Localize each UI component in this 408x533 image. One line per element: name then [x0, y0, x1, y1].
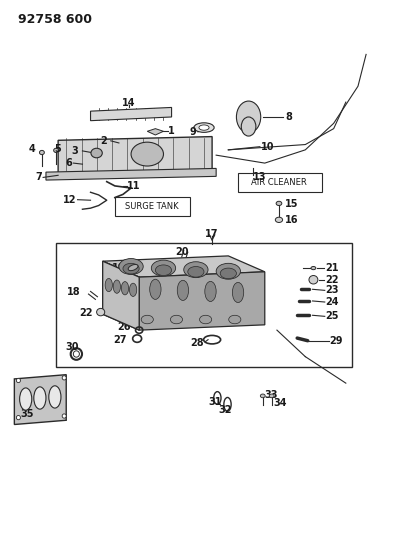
Polygon shape	[103, 261, 139, 330]
Ellipse shape	[275, 217, 283, 222]
Text: SURGE TANK: SURGE TANK	[124, 202, 178, 211]
Text: 30: 30	[66, 342, 79, 352]
Ellipse shape	[309, 276, 318, 284]
Ellipse shape	[113, 280, 120, 293]
Text: 19: 19	[111, 263, 125, 272]
Text: 4: 4	[29, 144, 36, 154]
Ellipse shape	[131, 142, 164, 166]
Polygon shape	[103, 256, 265, 277]
Circle shape	[236, 101, 261, 133]
Text: 10: 10	[261, 142, 274, 152]
Ellipse shape	[184, 262, 208, 278]
Ellipse shape	[220, 268, 236, 279]
Text: 92758 600: 92758 600	[18, 13, 92, 27]
Text: 29: 29	[330, 336, 343, 346]
Text: 12: 12	[63, 195, 76, 205]
Text: AIR CLEANER: AIR CLEANER	[251, 178, 307, 187]
Text: 6: 6	[66, 158, 72, 168]
Ellipse shape	[49, 386, 61, 408]
Text: 28: 28	[191, 338, 204, 348]
Ellipse shape	[20, 388, 32, 410]
Ellipse shape	[105, 278, 113, 292]
Text: 3: 3	[72, 146, 78, 156]
Ellipse shape	[177, 280, 188, 301]
Ellipse shape	[233, 282, 244, 303]
Text: 34: 34	[274, 398, 287, 408]
Ellipse shape	[40, 150, 44, 155]
Ellipse shape	[171, 316, 182, 324]
Text: 26: 26	[118, 322, 131, 333]
Ellipse shape	[123, 263, 139, 274]
Ellipse shape	[150, 279, 161, 300]
Ellipse shape	[155, 265, 172, 276]
Text: 1: 1	[168, 126, 174, 136]
Ellipse shape	[260, 394, 265, 398]
Ellipse shape	[188, 266, 204, 277]
Ellipse shape	[54, 148, 58, 152]
Ellipse shape	[97, 309, 105, 316]
Text: 2: 2	[101, 136, 107, 146]
Ellipse shape	[129, 283, 137, 296]
Text: 8: 8	[285, 112, 292, 122]
Ellipse shape	[128, 264, 138, 271]
Ellipse shape	[311, 266, 316, 270]
Text: 31: 31	[208, 397, 222, 407]
Text: 35: 35	[21, 409, 34, 419]
Ellipse shape	[62, 414, 66, 418]
Circle shape	[241, 117, 256, 136]
Text: 20: 20	[175, 247, 188, 257]
Ellipse shape	[151, 260, 175, 276]
Text: 32: 32	[218, 405, 232, 415]
Text: 9: 9	[189, 127, 196, 137]
Ellipse shape	[34, 387, 46, 409]
Text: 22: 22	[326, 274, 339, 285]
Text: 17: 17	[205, 229, 219, 239]
Ellipse shape	[62, 376, 66, 380]
Text: 23: 23	[326, 285, 339, 295]
Polygon shape	[91, 108, 172, 120]
Ellipse shape	[269, 394, 274, 398]
Ellipse shape	[141, 316, 153, 324]
Ellipse shape	[16, 378, 20, 383]
Ellipse shape	[276, 201, 282, 206]
Text: 25: 25	[326, 311, 339, 321]
Polygon shape	[14, 375, 66, 424]
Polygon shape	[58, 136, 212, 175]
Text: 33: 33	[265, 390, 278, 400]
Ellipse shape	[205, 281, 216, 302]
Ellipse shape	[91, 148, 102, 158]
Polygon shape	[139, 272, 265, 330]
Text: 18: 18	[67, 287, 80, 297]
Polygon shape	[46, 168, 216, 180]
Text: 7: 7	[35, 172, 42, 182]
Text: 14: 14	[122, 98, 136, 108]
Text: 16: 16	[285, 215, 299, 225]
Ellipse shape	[229, 316, 241, 324]
Text: 13: 13	[253, 172, 266, 182]
Ellipse shape	[216, 263, 240, 279]
Text: 11: 11	[127, 181, 140, 191]
Polygon shape	[103, 261, 139, 330]
Ellipse shape	[199, 125, 209, 130]
Ellipse shape	[119, 259, 143, 274]
Ellipse shape	[194, 123, 214, 132]
Text: 15: 15	[285, 199, 299, 209]
Polygon shape	[147, 128, 164, 135]
Text: 22: 22	[79, 308, 93, 318]
Text: 21: 21	[326, 263, 339, 273]
Ellipse shape	[200, 316, 212, 324]
Text: 24: 24	[326, 297, 339, 307]
Text: 5: 5	[54, 144, 61, 154]
Text: 27: 27	[113, 335, 127, 345]
Ellipse shape	[121, 281, 129, 295]
Ellipse shape	[16, 416, 20, 419]
